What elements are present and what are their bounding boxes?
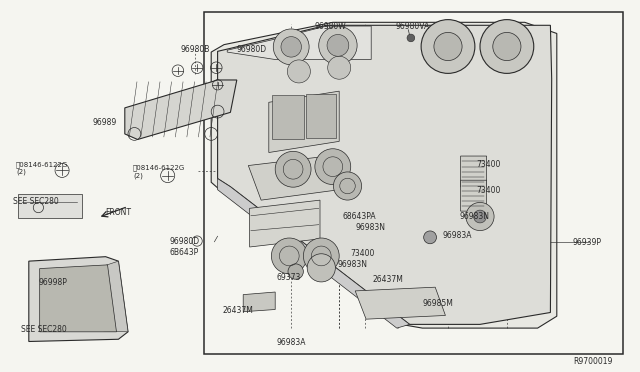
Text: 26437M: 26437M <box>372 275 403 284</box>
Text: 96983N: 96983N <box>338 260 368 269</box>
Circle shape <box>407 34 415 42</box>
Text: 96985M: 96985M <box>422 299 453 308</box>
Circle shape <box>493 32 521 61</box>
Text: 73400: 73400 <box>477 160 501 169</box>
Circle shape <box>287 60 310 83</box>
Polygon shape <box>211 22 557 328</box>
Polygon shape <box>125 80 237 140</box>
Polygon shape <box>248 156 339 200</box>
Circle shape <box>275 151 311 187</box>
Text: 96989: 96989 <box>93 118 117 126</box>
Text: 68643PA: 68643PA <box>342 212 376 221</box>
Text: SEE SEC280: SEE SEC280 <box>13 197 58 206</box>
Polygon shape <box>218 25 552 324</box>
Polygon shape <box>243 292 275 312</box>
Text: 96980W: 96980W <box>315 22 347 31</box>
Text: 96983N: 96983N <box>355 223 385 232</box>
Text: 6B643P: 6B643P <box>170 248 199 257</box>
Circle shape <box>328 56 351 79</box>
Text: FRONT: FRONT <box>106 208 132 217</box>
Polygon shape <box>40 265 116 332</box>
Text: 26437M: 26437M <box>223 306 253 315</box>
Text: SEE SEC280: SEE SEC280 <box>21 325 67 334</box>
Text: 96998P: 96998P <box>38 278 67 287</box>
Text: 倅08146-6122G
(2): 倅08146-6122G (2) <box>16 161 68 175</box>
Text: 96983A: 96983A <box>276 338 306 347</box>
Text: 96983A: 96983A <box>443 231 472 240</box>
Text: 96983N: 96983N <box>460 212 490 221</box>
Circle shape <box>327 35 349 56</box>
Polygon shape <box>272 95 304 140</box>
Text: 96939P: 96939P <box>573 238 602 247</box>
Circle shape <box>281 36 301 57</box>
Polygon shape <box>306 94 336 138</box>
Text: 73400: 73400 <box>351 249 375 258</box>
Polygon shape <box>227 26 371 60</box>
Text: 倅08146-6122G
(2): 倅08146-6122G (2) <box>133 165 186 179</box>
Circle shape <box>333 172 362 200</box>
Polygon shape <box>355 287 445 319</box>
Circle shape <box>474 210 486 223</box>
Text: 69373: 69373 <box>276 273 301 282</box>
Polygon shape <box>218 179 410 328</box>
FancyBboxPatch shape <box>461 180 486 211</box>
Circle shape <box>319 26 357 65</box>
Polygon shape <box>18 194 82 218</box>
Text: 73400: 73400 <box>477 186 501 195</box>
Text: 96980B: 96980B <box>180 45 210 54</box>
Text: 96980VA: 96980VA <box>396 22 430 31</box>
Text: 96980D: 96980D <box>170 237 200 246</box>
Circle shape <box>421 20 475 73</box>
Circle shape <box>271 238 307 274</box>
Circle shape <box>273 29 309 65</box>
Polygon shape <box>29 257 128 341</box>
Text: 96980D: 96980D <box>237 45 267 54</box>
Circle shape <box>434 32 462 61</box>
Circle shape <box>315 149 351 185</box>
FancyBboxPatch shape <box>461 156 486 187</box>
Circle shape <box>480 20 534 73</box>
Polygon shape <box>104 261 128 332</box>
Bar <box>204 12 623 354</box>
Text: R9700019: R9700019 <box>573 357 613 366</box>
Circle shape <box>288 264 303 279</box>
Polygon shape <box>250 200 320 247</box>
Circle shape <box>466 202 494 231</box>
Circle shape <box>303 238 339 274</box>
Polygon shape <box>269 91 339 153</box>
Circle shape <box>307 254 335 282</box>
Circle shape <box>424 231 436 244</box>
